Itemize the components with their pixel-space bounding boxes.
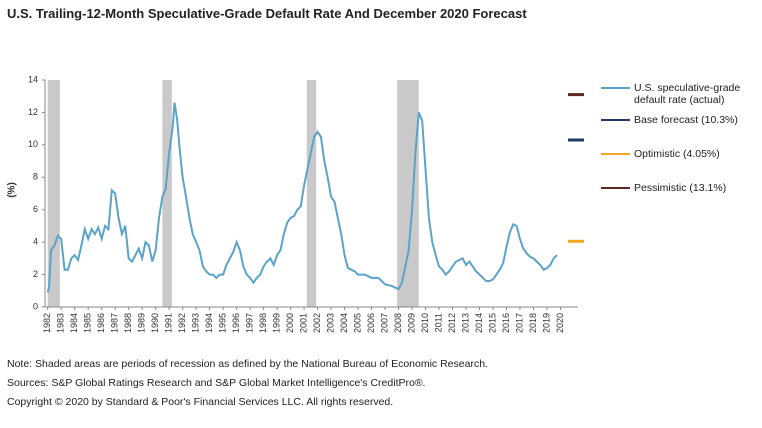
x-tick-label: 2002 <box>312 313 322 333</box>
legend-label: Base forecast (10.3%) <box>634 114 738 126</box>
x-tick-label: 1994 <box>204 313 214 333</box>
recession-band <box>306 80 317 307</box>
y-tick-label: 2 <box>33 269 38 279</box>
y-tick-label: 0 <box>33 301 38 311</box>
recession-band <box>397 80 419 307</box>
data-line <box>46 102 558 293</box>
x-tick-label: 2016 <box>501 313 511 333</box>
footnote: Note: Shaded areas are periods of recess… <box>7 358 488 370</box>
x-tick-label: 2012 <box>447 313 457 333</box>
x-tick-label: 1993 <box>191 313 201 333</box>
x-tick-label: 1990 <box>150 313 160 333</box>
y-tick-label: 4 <box>33 237 38 247</box>
x-tick-label: 2008 <box>393 313 403 333</box>
footnote: Copyright © 2020 by Standard & Poor's Fi… <box>7 396 394 408</box>
x-tick-label: 1989 <box>137 313 147 333</box>
x-tick-label: 2011 <box>433 313 443 332</box>
x-tick-label: 2009 <box>406 313 416 333</box>
x-tick-label: 1984 <box>69 313 79 333</box>
x-tick-label: 1998 <box>258 313 268 333</box>
y-tick-label: 12 <box>28 107 38 117</box>
x-tick-label: 2018 <box>528 313 538 333</box>
x-tick-label: 2013 <box>460 313 470 333</box>
y-tick-label: 8 <box>33 172 38 182</box>
x-tick-label: 2004 <box>339 313 349 333</box>
x-tick-label: 2003 <box>325 313 335 333</box>
x-tick-label: 1982 <box>42 313 52 333</box>
legend-label: Optimistic (4.05%) <box>634 148 720 160</box>
x-tick-label: 1983 <box>56 313 66 333</box>
x-tick-label: 2005 <box>352 313 362 333</box>
x-tick-label: 1991 <box>164 313 174 333</box>
x-tick-label: 2001 <box>298 313 308 333</box>
x-tick-label: 1985 <box>83 313 93 333</box>
x-tick-label: 1997 <box>244 313 254 333</box>
x-tick-label: 1996 <box>231 313 241 333</box>
y-tick-label: 6 <box>33 204 38 214</box>
x-tick-label: 2000 <box>285 313 295 333</box>
x-tick-label: 2020 <box>555 313 565 333</box>
x-tick-label: 1999 <box>271 313 281 333</box>
x-tick-label: 1987 <box>110 313 120 333</box>
x-tick-label: 2019 <box>541 313 551 333</box>
y-tick-label: 14 <box>28 74 38 84</box>
chart-title: U.S. Trailing-12-Month Speculative-Grade… <box>7 6 527 21</box>
x-tick-label: 2015 <box>487 313 497 333</box>
x-tick-label: 1986 <box>96 313 106 333</box>
x-tick-label: 2014 <box>474 313 484 333</box>
x-tick-label: 2017 <box>514 313 524 333</box>
x-tick-label: 1988 <box>123 313 133 333</box>
x-tick-label: 2006 <box>366 313 376 333</box>
x-tick-label: 1992 <box>177 313 187 333</box>
y-tick-label: 10 <box>28 139 38 149</box>
x-tick-label: 2010 <box>420 313 430 333</box>
footnote: Sources: S&P Global Ratings Research and… <box>7 377 426 389</box>
x-tick-label: 1995 <box>217 313 227 333</box>
recession-band <box>162 80 172 307</box>
legend-label: Pessimistic (13.1%) <box>634 182 727 194</box>
x-tick-label: 2007 <box>379 313 389 333</box>
y-axis-label: (%) <box>7 182 18 198</box>
legend-label: U.S. speculative-grade default rate (act… <box>634 82 741 106</box>
